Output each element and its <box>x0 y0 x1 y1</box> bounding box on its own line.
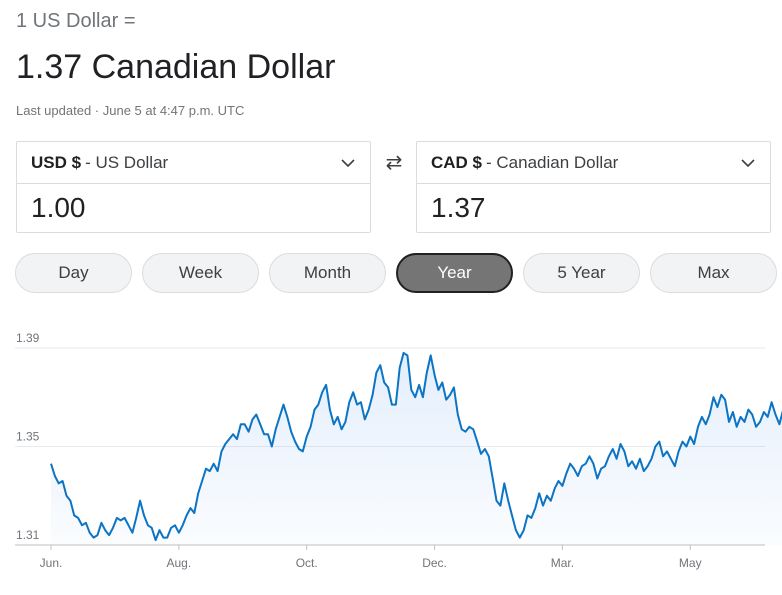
from-amount-input[interactable] <box>17 184 370 232</box>
last-updated: Last updated · June 5 at 4:47 p.m. UTC <box>16 103 245 118</box>
x-tick-label: Oct. <box>296 556 318 570</box>
y-tick-label: 1.31 <box>16 528 40 542</box>
from-currency-name: - US Dollar <box>85 152 169 172</box>
from-amount-text: 1 US Dollar = <box>16 10 136 32</box>
chevron-down-icon <box>741 159 755 168</box>
range-tab-5-year[interactable]: 5 Year <box>523 253 640 293</box>
swap-icon[interactable]: ⇄ <box>385 152 403 174</box>
x-tick-label: Jun. <box>40 556 63 570</box>
range-tab-max[interactable]: Max <box>650 253 777 293</box>
chart-area-fill <box>51 352 782 545</box>
x-tick-label: May <box>679 556 702 570</box>
x-tick-label: Aug. <box>167 556 192 570</box>
y-tick-label: 1.35 <box>16 430 40 444</box>
to-amount-input[interactable] <box>417 184 770 232</box>
to-currency-box: CAD $ - Canadian Dollar <box>416 141 771 233</box>
from-currency-code: USD $ <box>31 152 82 172</box>
to-currency-select[interactable]: CAD $ - Canadian Dollar <box>417 142 770 184</box>
from-currency-select[interactable]: USD $ - US Dollar <box>17 142 370 184</box>
range-tab-year[interactable]: Year <box>396 253 513 293</box>
x-tick-label: Mar. <box>551 556 574 570</box>
converted-amount-text: 1.37 Canadian Dollar <box>16 48 336 86</box>
range-tab-week[interactable]: Week <box>142 253 259 293</box>
y-tick-label: 1.39 <box>16 331 40 345</box>
from-currency-box: USD $ - US Dollar <box>16 141 371 233</box>
range-tab-month[interactable]: Month <box>269 253 386 293</box>
chevron-down-icon <box>341 159 355 168</box>
chart-series-line <box>50 351 782 542</box>
to-currency-name: - Canadian Dollar <box>486 152 619 172</box>
exchange-rate-chart[interactable]: 1.39 1.35 1.31 Jun. Aug. Oct. Dec. Mar. May <box>0 330 782 590</box>
range-tab-day[interactable]: Day <box>15 253 132 293</box>
to-currency-code: CAD $ <box>431 152 483 172</box>
x-tick-label: Dec. <box>422 556 447 570</box>
